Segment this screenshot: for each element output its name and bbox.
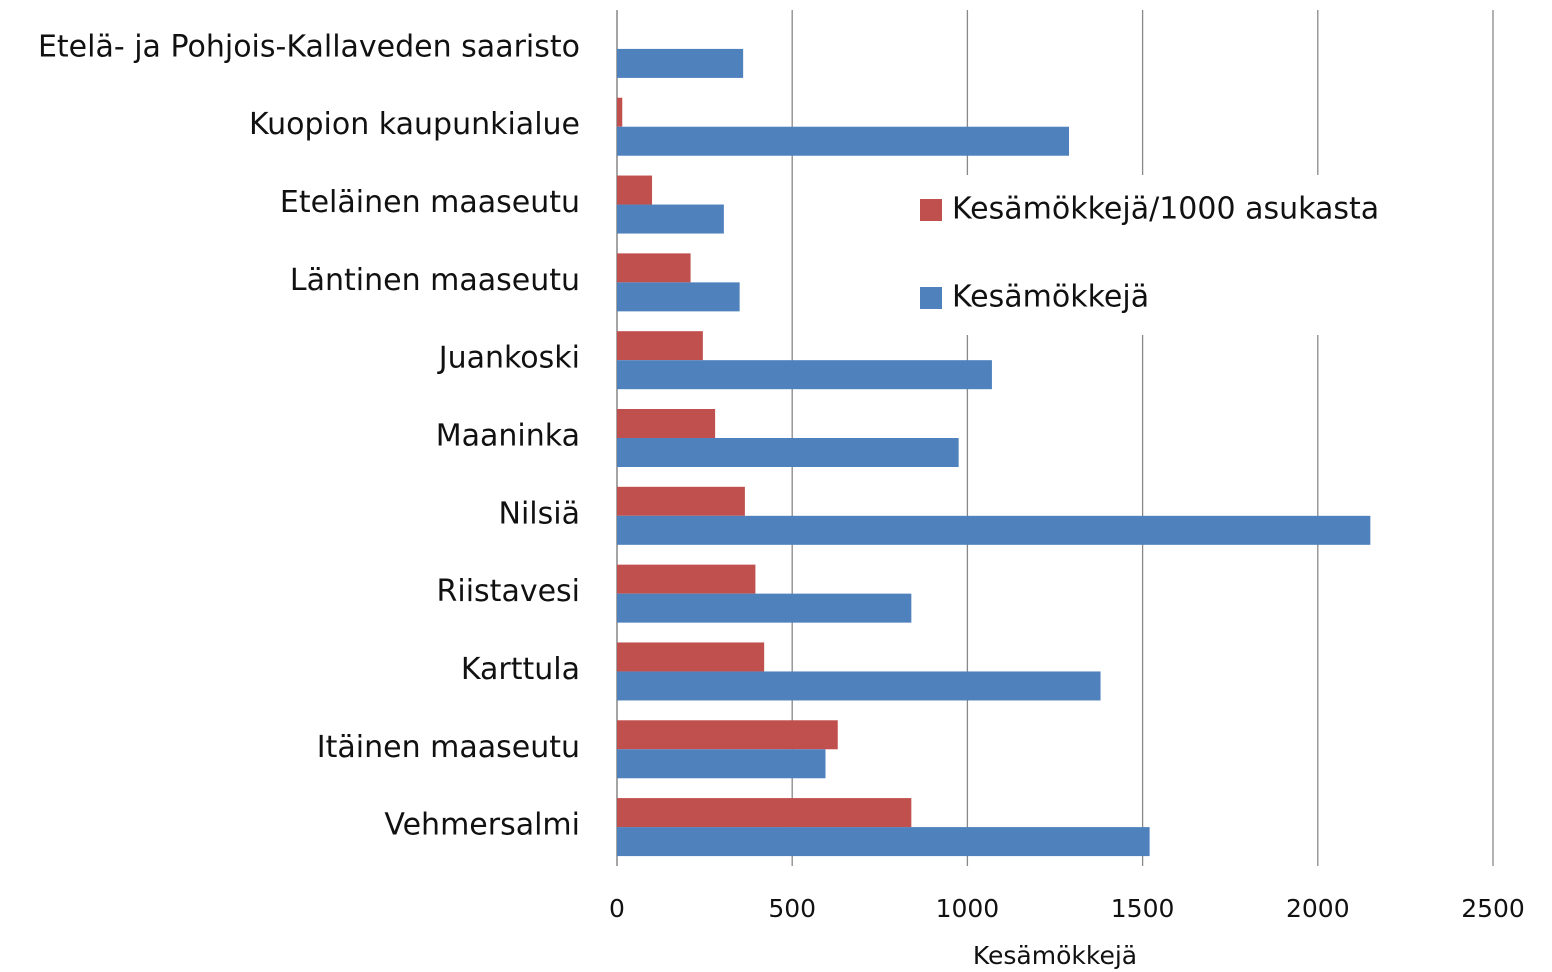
legend-swatch <box>920 287 942 309</box>
bar <box>617 175 653 205</box>
y-tick-label: Nilsiä <box>499 496 580 531</box>
legend-label: Kesämökkejä/1000 asukasta <box>952 192 1379 227</box>
bar <box>617 409 716 438</box>
y-tick-label: Riistavesi <box>437 574 580 609</box>
x-tick-label: 1000 <box>936 894 1000 923</box>
bar <box>617 720 838 750</box>
bar <box>617 486 745 516</box>
bar <box>617 253 691 283</box>
x-tick-label: 500 <box>768 894 816 923</box>
y-tick-label: Vehmersalmi <box>384 808 580 843</box>
bar <box>617 360 992 390</box>
bar <box>617 798 912 828</box>
bar <box>617 97 623 127</box>
bar <box>617 515 1371 545</box>
y-tick-label: Eteläinen maaseutu <box>280 185 580 220</box>
y-tick-label: Itäinen maaseutu <box>317 730 580 765</box>
bar <box>617 438 959 467</box>
bar <box>617 593 912 623</box>
bar <box>617 48 744 78</box>
x-tick-label: 0 <box>609 894 625 923</box>
y-tick-label: Etelä- ja Pohjois-Kallaveden saaristo <box>38 29 580 64</box>
legend-box <box>905 175 1405 335</box>
y-tick-label: Karttula <box>461 652 580 687</box>
legend-label: Kesämökkejä <box>952 280 1149 315</box>
bar <box>617 671 1101 701</box>
bar <box>617 749 826 779</box>
bar <box>617 642 765 672</box>
y-tick-label: Kuopion kaupunkialue <box>249 107 580 142</box>
legend-swatch <box>920 199 942 221</box>
y-tick-label: Juankoski <box>437 341 580 376</box>
x-axis-label: Kesämökkejä <box>973 941 1137 970</box>
bar <box>617 126 1070 156</box>
bar <box>617 282 740 312</box>
x-tick-label: 1500 <box>1111 894 1175 923</box>
y-tick-label: Maaninka <box>436 419 580 454</box>
x-tick-label: 2000 <box>1286 894 1350 923</box>
bar <box>617 331 703 361</box>
y-tick-label: Läntinen maaseutu <box>290 263 580 298</box>
bar <box>617 204 724 234</box>
x-tick-label: 2500 <box>1461 894 1525 923</box>
bar <box>617 827 1150 857</box>
bar <box>617 564 756 594</box>
